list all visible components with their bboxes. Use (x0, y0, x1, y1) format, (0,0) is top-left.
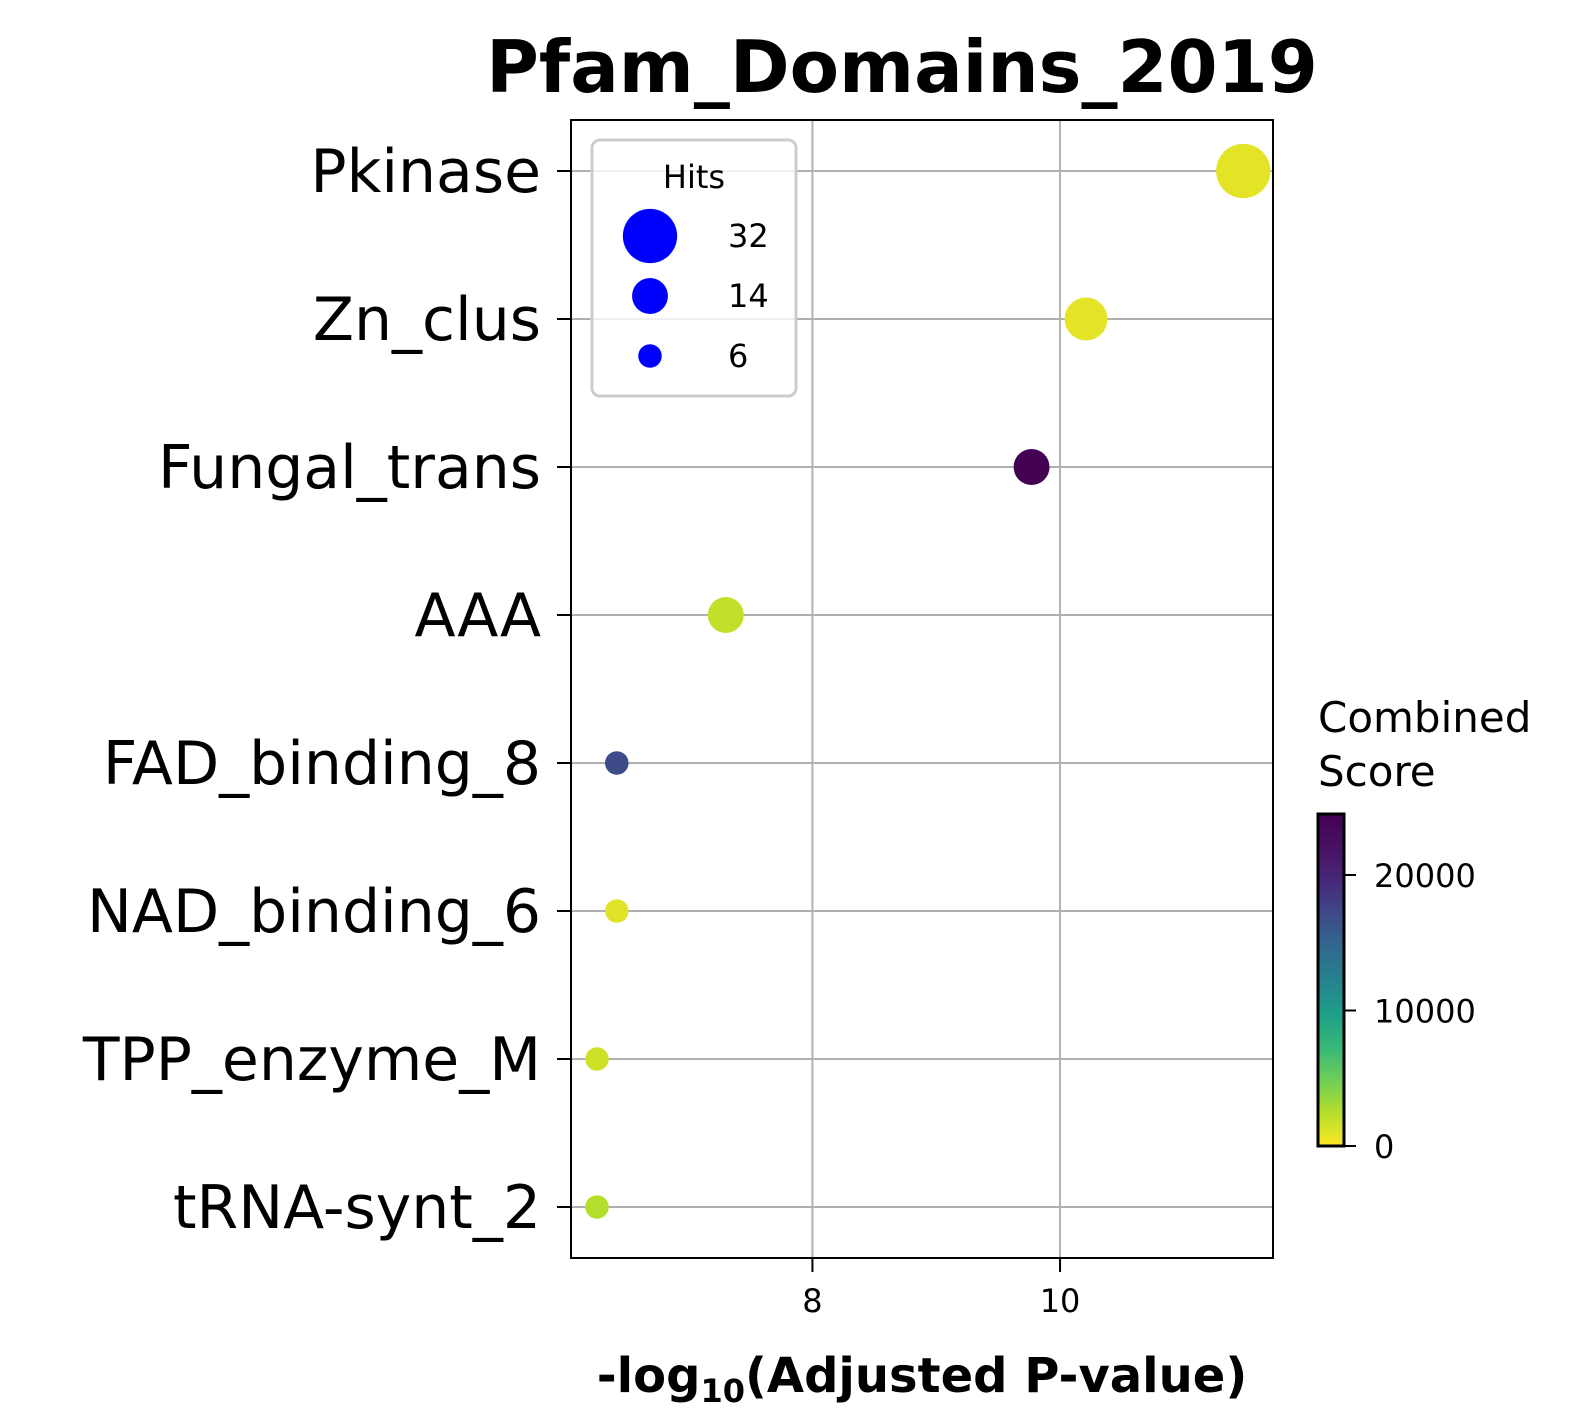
colorbar: Combined Score 0 10000 20000 (1316, 693, 1531, 1166)
data-point (605, 751, 629, 775)
colorbar-title-line1: Combined (1318, 693, 1531, 742)
chart-title: Pfam_Domains_2019 (486, 25, 1318, 109)
data-point (1064, 297, 1108, 341)
data-point (585, 1047, 609, 1071)
legend-box (590, 138, 798, 398)
y-tick-label: TPP_enzyme_M (82, 1025, 541, 1095)
x-tick-label: 8 (802, 1282, 822, 1320)
y-tick-label: Pkinase (310, 137, 541, 207)
data-point (1013, 449, 1050, 485)
y-tick-label: Fungal_trans (158, 433, 541, 503)
data-point (605, 899, 629, 923)
y-tick-label: FAD_binding_8 (103, 729, 541, 799)
colorbar-gradient (1316, 812, 1346, 1148)
colorbar-ticks: 0 10000 20000 (1344, 857, 1476, 1166)
plot-frame (570, 119, 1274, 1259)
x-axis-label-suffix: (Adjusted P-value) (745, 1348, 1247, 1404)
x-axis-label: -log10(Adjusted P-value) (597, 1348, 1248, 1410)
x-tick-label: 10 (1040, 1282, 1081, 1320)
x-axis-ticks: 8 10 (802, 1258, 1080, 1320)
colorbar-tick-label: 20000 (1374, 857, 1476, 895)
colorbar-title-line2: Score (1318, 747, 1436, 796)
data-points (585, 143, 1271, 1219)
legend-label: 6 (728, 337, 748, 375)
legend-entries: 32 14 6 (622, 208, 769, 375)
legend-marker (638, 344, 662, 368)
colorbar-tick-label: 0 (1374, 1128, 1394, 1166)
data-point (585, 1195, 609, 1219)
y-tick-label: NAD_binding_6 (87, 877, 541, 947)
x-axis-label-subscript: 10 (700, 1372, 745, 1410)
legend-label: 14 (728, 277, 769, 315)
colorbar-tick-label: 10000 (1374, 992, 1476, 1030)
legend-marker (622, 208, 678, 264)
y-tick-label: Zn_clus (313, 285, 541, 355)
hits-legend: Hits 32 14 6 (590, 138, 798, 398)
legend-marker (632, 278, 668, 314)
legend-label: 32 (728, 217, 769, 255)
data-point (1216, 143, 1271, 199)
y-axis-ticks: Pkinase Zn_clus Fungal_trans AAA FAD_binding… (82, 137, 571, 1243)
x-axis-label-prefix: -log (597, 1348, 701, 1404)
data-point (707, 597, 744, 633)
y-tick-label: AAA (415, 581, 541, 651)
legend-title: Hits (663, 158, 725, 196)
y-tick-label: tRNA-synt_2 (173, 1173, 541, 1243)
